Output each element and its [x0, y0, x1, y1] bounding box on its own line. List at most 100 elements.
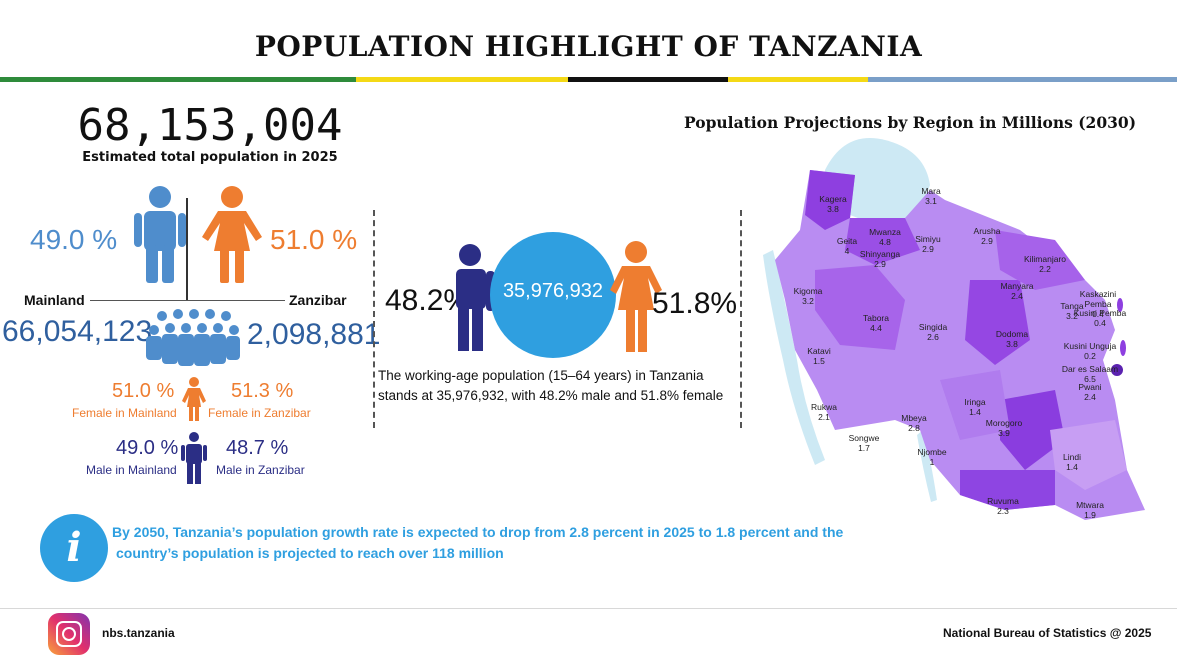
region-name: Lindi	[1063, 452, 1081, 462]
female-zanzibar-percent: 51.3 %	[231, 380, 294, 402]
region-name: Pwani	[1078, 382, 1102, 392]
region-value: 2.9	[981, 236, 993, 246]
region-name: Kagera	[819, 194, 847, 204]
total-population: 68,153,004	[77, 100, 343, 151]
info-line-2: country’s population is projected to rea…	[116, 545, 504, 561]
tanzania-map	[763, 138, 1145, 520]
region-name: Katavi	[807, 346, 831, 356]
region-value: 0.4	[1092, 309, 1104, 319]
region-label: Songwe 1.7	[834, 433, 894, 453]
region-label: Mwanza 4.8	[855, 227, 915, 247]
info-line-1: By 2050, Tanzania’s population growth ra…	[112, 524, 844, 540]
region-value: 2.8	[908, 423, 920, 433]
region-name: Mbeya	[901, 413, 927, 423]
male-icon	[134, 186, 186, 283]
region-name: Ruvuma	[987, 496, 1019, 506]
region-label: Simiyu 2.9	[898, 234, 958, 254]
region-value: 3.9	[998, 428, 1010, 438]
region-name: Dar es Salaam	[1061, 364, 1119, 374]
region-name: Arusha	[973, 226, 1001, 236]
male-zanzibar-percent: 48.7 %	[226, 437, 289, 459]
working-age-circle	[490, 232, 616, 358]
region-label: Mara 3.1	[901, 186, 961, 206]
female-small-icon	[182, 377, 206, 421]
region-label: Geita 4	[817, 236, 877, 256]
region-value: 6.5	[1084, 374, 1096, 384]
region-label: Iringa 1.4	[945, 397, 1005, 417]
female-icon	[202, 186, 262, 283]
region-value: 2.4	[1084, 392, 1096, 402]
region-value: 3.2	[1066, 311, 1078, 321]
region-value: 2.4	[1011, 291, 1023, 301]
region-value: 2.1	[818, 412, 830, 422]
male-mainland-label: Male in Mainland	[86, 463, 177, 477]
male-small-icon	[181, 432, 207, 484]
region-label: Dar es Salaam 6.5	[1060, 364, 1120, 384]
female-percent: 51.0 %	[270, 224, 358, 255]
working-age-description: The working-age population (15–64 years)…	[378, 366, 746, 406]
stripe-green	[0, 77, 356, 82]
region-label: Kusini Pemba 0.4	[1070, 308, 1130, 328]
region-name: Kusini Pemba	[1073, 308, 1127, 318]
region-value: 1	[929, 457, 935, 467]
region-value: 2.9	[922, 244, 934, 254]
map-title: Population Projections by Region in Mill…	[684, 113, 1137, 132]
region-name: Mwanza	[869, 227, 901, 237]
region-name: Rukwa	[811, 402, 837, 412]
stripe-yellow-2	[728, 77, 868, 82]
mainland-population: 66,054,123	[2, 315, 153, 348]
region-name: Manyara	[1000, 281, 1034, 291]
region-name: Iringa	[964, 397, 986, 407]
footer-credit: National Bureau of Statistics @ 2025	[943, 626, 1152, 640]
page-title: POPULATION HIGHLIGHT OF TANZANIA	[254, 30, 923, 63]
female-mainland-percent: 51.0 %	[112, 380, 175, 402]
region-label: Tabora 4.4	[846, 313, 906, 333]
working-female-icon	[610, 241, 662, 352]
info-icon: i	[66, 524, 82, 571]
instagram-icon[interactable]	[48, 613, 90, 655]
stripe-blue	[868, 77, 1177, 82]
region-value: 4	[844, 246, 850, 256]
region-label: Rukwa 2.1	[794, 402, 854, 422]
region-name: Kigoma	[793, 286, 823, 296]
region-label: Singida 2.6	[903, 322, 963, 342]
region-name: Dodoma	[995, 329, 1029, 339]
region-name: Tabora	[863, 313, 889, 323]
region-value: 4.4	[870, 323, 882, 333]
zanzibar-label: Zanzibar	[289, 292, 347, 308]
region-label: Shinyanga 2.9	[850, 249, 910, 269]
zanzibar-population: 2,098,881	[247, 318, 381, 351]
female-mainland-label: Female in Mainland	[72, 406, 177, 420]
region-value: 1.7	[858, 443, 870, 453]
working-age-line-1: The working-age population (15–64 years)…	[378, 368, 704, 383]
region-name: Kusini Unguja	[1063, 341, 1117, 351]
working-male-icon	[456, 244, 495, 351]
region-label: Manyara 2.4	[987, 281, 1047, 301]
info-badge	[40, 514, 108, 582]
region-label: Mbeya 2.8	[884, 413, 944, 433]
working-age-male-percent: 48.2%	[385, 284, 471, 317]
working-age-female-percent: 51.8%	[652, 287, 738, 320]
region-label: Njombe 1	[902, 447, 962, 467]
split-line	[90, 300, 285, 301]
instagram-handle[interactable]: nbs.tanzania	[102, 626, 175, 640]
separator-left	[373, 210, 375, 428]
region-value: 3.2	[802, 296, 814, 306]
region-value: 4.8	[879, 237, 891, 247]
separator-right	[740, 210, 742, 428]
region-name: Shinyanga	[859, 249, 901, 259]
region-name: Geita	[836, 236, 858, 246]
region-name: Mara	[921, 186, 941, 196]
region-value: 0.2	[1084, 351, 1096, 361]
region-label: Tanga 3.2	[1042, 301, 1102, 321]
gender-divider	[186, 198, 188, 300]
region-value: 3.1	[925, 196, 937, 206]
region-name: Singida	[918, 322, 948, 332]
region-value: 2.6	[927, 332, 939, 342]
region-name: Songwe	[848, 433, 880, 443]
total-population-caption: Estimated total population in 2025	[82, 150, 338, 165]
female-zanzibar-label: Female in Zanzibar	[208, 406, 311, 420]
region-label: Pwani 2.4	[1060, 382, 1120, 402]
stripe-black	[568, 77, 728, 82]
region-label: Mtwara 1.9	[1060, 500, 1120, 520]
